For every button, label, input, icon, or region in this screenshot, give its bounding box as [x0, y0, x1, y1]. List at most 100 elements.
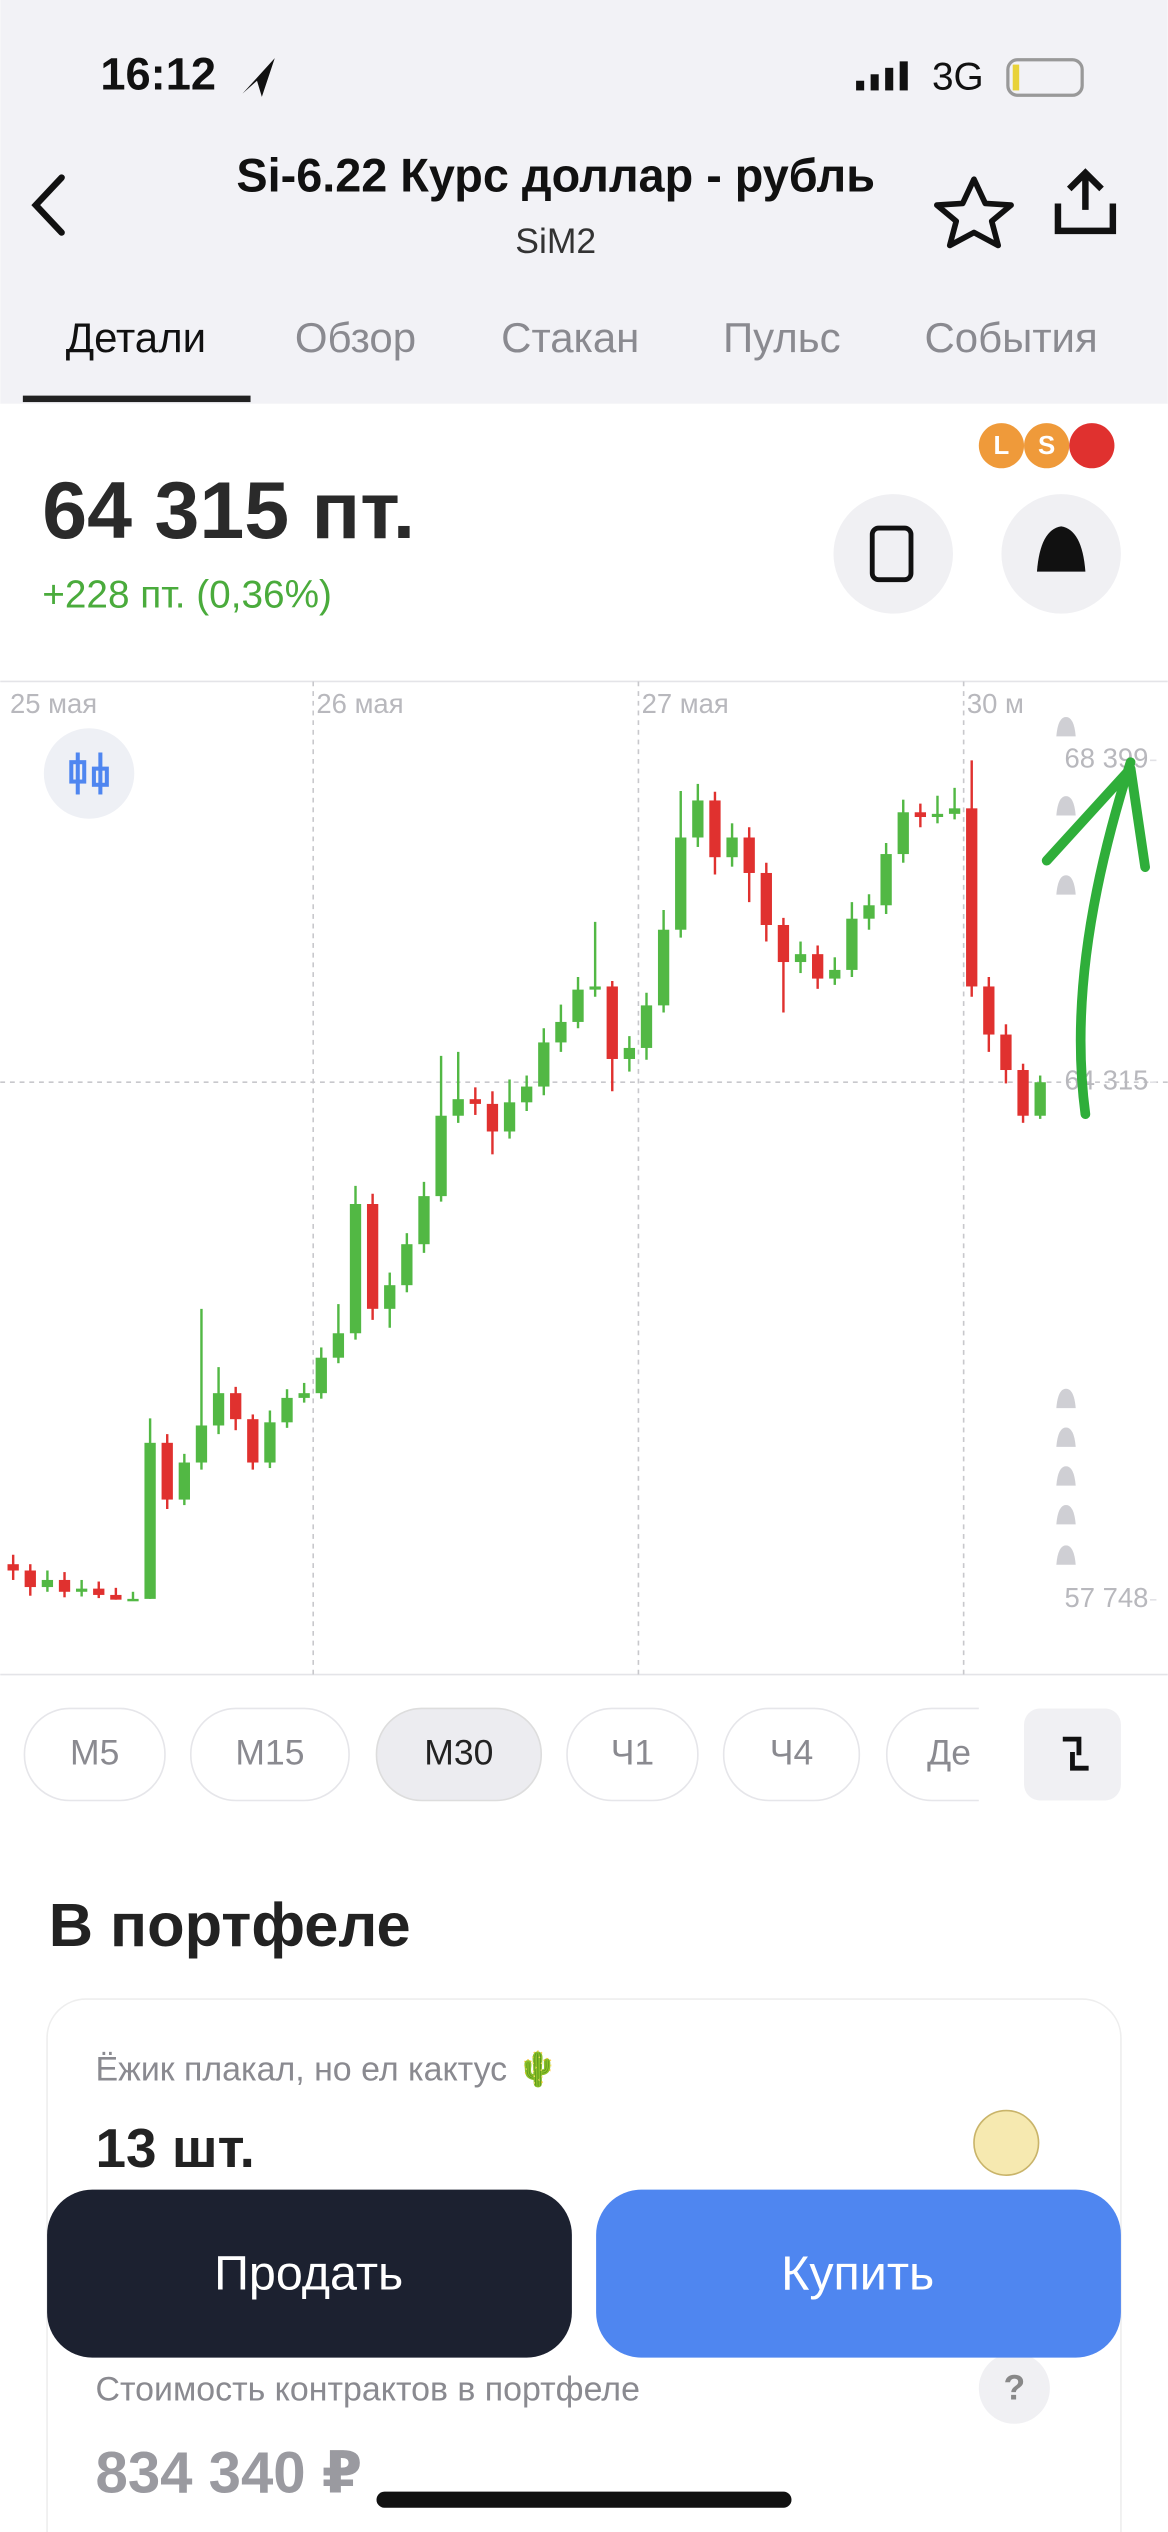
candle-body [623, 1047, 636, 1059]
interval-pill[interactable] [23, 1707, 166, 1802]
signal-icon [856, 61, 908, 91]
notes-icon [869, 525, 914, 583]
interval-label: M15 [235, 1733, 304, 1773]
date-label: 25 мая [10, 688, 97, 719]
candle-body [435, 1115, 447, 1197]
home-indicator [376, 2491, 792, 2508]
notes-button[interactable] [833, 494, 953, 614]
candle-body [7, 1564, 19, 1571]
candle-body [931, 813, 944, 818]
candle-body [555, 1021, 567, 1043]
interval-pill[interactable] [722, 1707, 861, 1802]
candle-body [452, 1099, 464, 1116]
candle-body [349, 1204, 362, 1334]
candle-body [366, 1204, 379, 1309]
sell-label: Продать [214, 2247, 403, 2301]
interval-label: Де [927, 1733, 971, 1773]
date-label: 26 мая [316, 688, 403, 719]
interval-label: Ч4 [770, 1733, 813, 1773]
buy-label: Купить [781, 2247, 934, 2301]
candle-body [743, 837, 755, 873]
account-name: Ёжик плакал, но ел кактус 🌵 [96, 2050, 559, 2089]
candle-body [58, 1579, 71, 1592]
candle-body [1034, 1082, 1046, 1116]
bell-icon [1036, 526, 1086, 572]
candle-body [144, 1442, 156, 1599]
interval-pill[interactable] [566, 1707, 699, 1802]
candle-body [1000, 1034, 1012, 1071]
network: 3G [932, 55, 984, 98]
candle-body [726, 837, 738, 858]
date-label: 27 мая [642, 688, 729, 719]
tab[interactable]: События [924, 314, 1097, 361]
badge-hand [1069, 423, 1115, 469]
back-button[interactable] [31, 174, 65, 236]
tab[interactable]: Стакан [501, 314, 639, 361]
candle-body [829, 969, 841, 979]
interval-pill[interactable] [189, 1707, 350, 1802]
battery [1006, 58, 1084, 97]
candle-body [127, 1598, 139, 1602]
candle-body [777, 924, 790, 963]
price: 64 315 пт. [42, 466, 415, 556]
candle-body [247, 1419, 259, 1463]
candle-body [966, 808, 978, 987]
location-icon [242, 58, 275, 97]
favorite-button[interactable] [934, 176, 1014, 249]
candle-body [469, 1099, 481, 1104]
candle-body [24, 1570, 36, 1588]
drawn-arrow [1041, 757, 1150, 1120]
candle-body [486, 1103, 499, 1132]
time: 16:12 [100, 48, 216, 99]
share-button[interactable] [1054, 168, 1117, 235]
candle-body [657, 929, 670, 1006]
tab[interactable]: Обзор [295, 314, 416, 361]
y-tick-label: 68 399 [1064, 743, 1148, 774]
broker-logo [973, 2109, 1040, 2176]
y-tick-label: 57 748 [1064, 1582, 1148, 1613]
candle-body [195, 1425, 208, 1463]
candle-body [914, 812, 927, 818]
tab-underline [22, 395, 251, 403]
badge [1024, 423, 1070, 469]
candle-body [983, 986, 995, 1035]
date-label: 30 м [967, 688, 1024, 719]
candle-body [503, 1102, 516, 1132]
candle-body [1017, 1070, 1029, 1116]
expand-icon [1062, 1736, 1089, 1771]
chart-type-button[interactable] [43, 728, 135, 819]
candle-body [75, 1588, 88, 1592]
interval-label: M30 [424, 1733, 493, 1773]
tab[interactable]: Детали [66, 314, 206, 361]
candle-body [880, 854, 892, 906]
header-bg [0, 0, 1168, 404]
badge-label: S [1038, 432, 1055, 460]
candle-body [41, 1579, 54, 1588]
battery-level [1012, 64, 1020, 91]
buy-button[interactable] [596, 2189, 1121, 2358]
interval-pill[interactable] [375, 1707, 543, 1802]
candle-body [521, 1086, 533, 1103]
candle-body [161, 1442, 173, 1500]
subtitle: SiM2 [515, 221, 596, 261]
sell-button[interactable] [47, 2189, 572, 2358]
interval-label: M5 [70, 1733, 119, 1773]
candle-body [332, 1333, 345, 1358]
candle-body [760, 872, 772, 925]
tab[interactable]: Пульс [723, 314, 841, 361]
candle-body [897, 812, 909, 855]
portfolio-value: 834 340 ₽ [96, 2440, 363, 2505]
candle-body [178, 1462, 190, 1500]
chart-type-icon [69, 752, 109, 795]
candle-body [572, 989, 584, 1022]
candle-body [863, 905, 875, 919]
help-button[interactable] [978, 2352, 1050, 2424]
value-label: Стоимость контрактов в портфеле [96, 2370, 640, 2408]
candle-body [589, 986, 601, 990]
help-icon: ? [1003, 2367, 1025, 2407]
candle-body [384, 1285, 396, 1309]
tabs: Детали Обзор Стакан Пульс События [66, 314, 1098, 361]
